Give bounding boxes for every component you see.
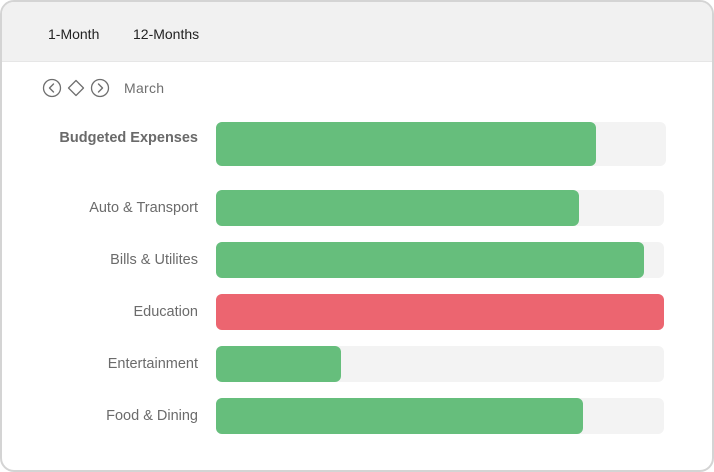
current-period-label: March <box>124 80 165 96</box>
category-label-entertainment: Entertainment <box>107 356 198 372</box>
next-period-icon[interactable] <box>90 78 110 98</box>
category-bar-entertainment <box>216 346 342 382</box>
category-label-education: Education <box>133 304 199 320</box>
budgeted-expenses-track[interactable] <box>216 122 666 166</box>
category-track-food-dining[interactable] <box>216 398 664 434</box>
category-track-education[interactable] <box>216 294 664 330</box>
category-bar-education <box>216 294 664 330</box>
tab-12-months[interactable]: 12-Months <box>133 26 200 42</box>
previous-period-icon[interactable] <box>42 78 62 98</box>
category-track-bills-utilities[interactable] <box>216 242 664 278</box>
period-toolbar: 1-Month 12-Months <box>2 2 712 62</box>
category-bar-auto-transport <box>216 190 579 226</box>
budgeted-expenses-bar <box>216 122 597 166</box>
category-label-bills-utilities: Bills & Utilites <box>110 252 198 268</box>
category-track-auto-transport[interactable] <box>216 190 664 226</box>
category-label-food-dining: Food & Dining <box>106 408 198 424</box>
budgeted-expenses-label: Budgeted Expenses <box>59 130 198 146</box>
tab-1-month[interactable]: 1-Month <box>48 26 100 42</box>
category-bar-bills-utilities <box>216 242 644 278</box>
category-track-entertainment[interactable] <box>216 346 664 382</box>
current-period-diamond-icon[interactable] <box>66 78 86 98</box>
category-label-auto-transport: Auto & Transport <box>89 200 198 216</box>
category-bar-food-dining <box>216 398 584 434</box>
